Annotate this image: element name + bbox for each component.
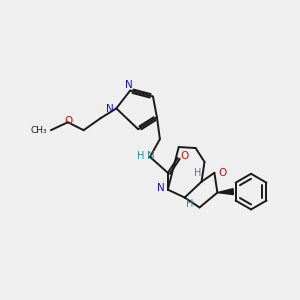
Text: H: H bbox=[194, 168, 201, 178]
Text: CH₃: CH₃ bbox=[30, 126, 47, 135]
Text: O: O bbox=[181, 151, 189, 161]
Text: O: O bbox=[218, 168, 226, 178]
Polygon shape bbox=[218, 189, 233, 195]
Text: H: H bbox=[186, 200, 193, 209]
Text: N: N bbox=[147, 151, 155, 161]
Text: N: N bbox=[125, 80, 133, 90]
Text: O: O bbox=[64, 116, 73, 126]
Text: N: N bbox=[106, 104, 114, 114]
Text: N: N bbox=[157, 183, 165, 193]
Text: H: H bbox=[137, 151, 145, 161]
